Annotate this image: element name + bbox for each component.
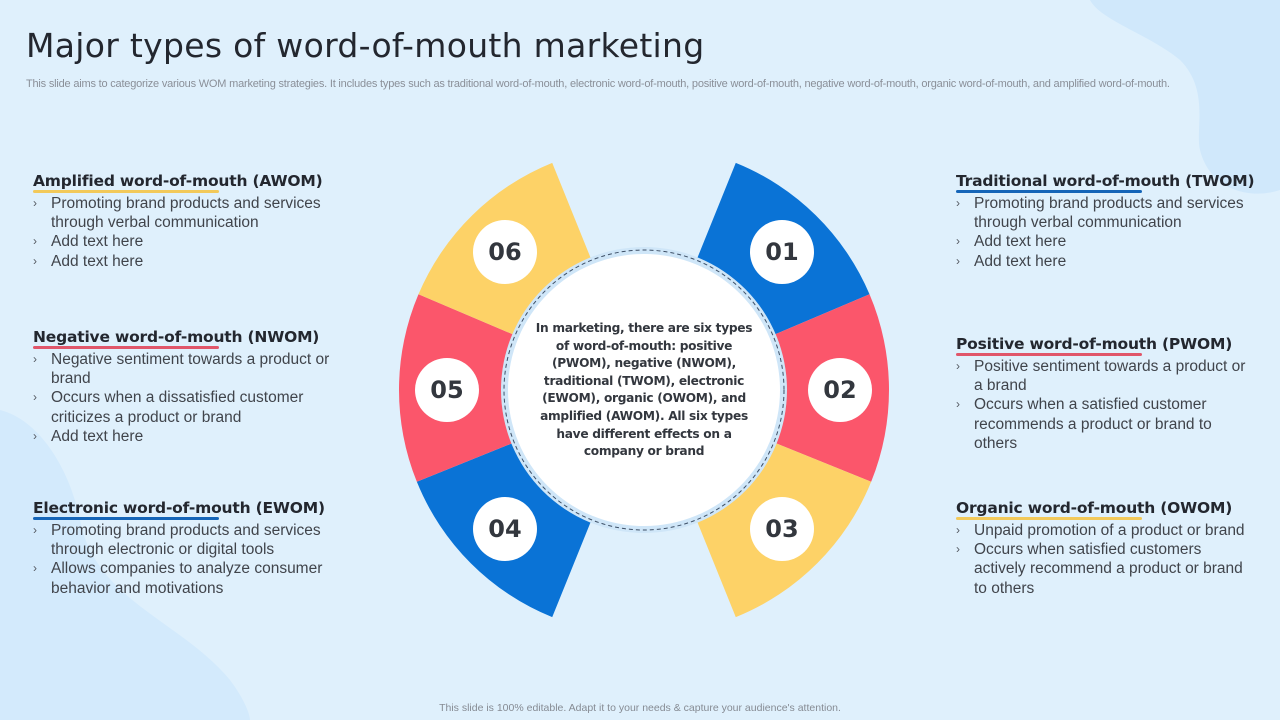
chevron-right-icon: › (33, 390, 37, 405)
bullet-list: › Promoting brand products and services t… (33, 521, 333, 598)
heading-underline (33, 346, 219, 349)
chevron-right-icon: › (956, 253, 960, 268)
bullet-item: › Add text here (956, 232, 1256, 251)
chevron-right-icon: › (956, 234, 960, 249)
bullet-text: Positive sentiment towards a product or … (974, 358, 1246, 395)
block-heading: Organic word-of-mouth (OWOM) (956, 499, 1233, 517)
segment-number-06: 06 (473, 220, 537, 284)
block-heading: Positive word-of-mouth (PWOM) (956, 335, 1233, 353)
heading-underline (956, 517, 1142, 520)
bullet-list: › Promoting brand products and services t… (956, 194, 1256, 271)
block-nwom: Negative word-of-mouth (NWOM) › Negative … (33, 327, 333, 446)
footer-note: This slide is 100% editable. Adapt it to… (439, 702, 841, 714)
bullet-text: Occurs when satisfied customers actively… (974, 541, 1243, 597)
bullet-item: › Add text here (33, 427, 333, 446)
block-ewom: Electronic word-of-mouth (EWOM) › Promoti… (33, 498, 333, 598)
chevron-right-icon: › (956, 397, 960, 412)
bullet-text: Add text here (51, 252, 144, 270)
bullet-text: Add text here (51, 427, 144, 445)
segment-number-02: 02 (808, 358, 872, 422)
bullet-text: Negative sentiment towards a product or … (51, 351, 330, 388)
block-awom: Amplified word-of-mouth (AWOM) › Promotin… (33, 171, 333, 271)
chevron-right-icon: › (956, 523, 960, 537)
bullet-list: › Negative sentiment towards a product or… (33, 350, 333, 446)
chevron-right-icon: › (33, 253, 37, 268)
bullet-item: › Promoting brand products and services t… (956, 194, 1256, 232)
bullet-item: › Positive sentiment towards a product or… (956, 357, 1256, 395)
bullet-text: Add text here (974, 252, 1067, 270)
chevron-right-icon: › (33, 561, 37, 576)
segment-number-05: 05 (415, 358, 479, 422)
center-circle-dashed-ring (503, 249, 785, 531)
chevron-right-icon: › (33, 352, 37, 366)
chevron-right-icon: › (956, 359, 960, 373)
bullet-list: › Unpaid promotion of a product or brand ›… (956, 521, 1256, 598)
chevron-right-icon: › (956, 542, 960, 557)
bullet-text: Occurs when a dissatisfied customer crit… (51, 389, 304, 426)
segment-number-01: 01 (750, 220, 814, 284)
block-owom: Organic word-of-mouth (OWOM) › Unpaid pro… (956, 498, 1256, 598)
bullet-item: › Promoting brand products and services t… (33, 521, 333, 559)
heading-underline (33, 517, 219, 520)
heading-underline (33, 190, 219, 193)
bullet-item: › Allows companies to analyze consumer be… (33, 559, 333, 597)
bullet-text: Add text here (51, 233, 144, 251)
bullet-item: › Add text here (33, 232, 333, 251)
page-subtitle: This slide aims to categorize various WO… (26, 78, 1170, 90)
bullet-item: › Occurs when a dissatisfied customer cri… (33, 388, 333, 426)
bullet-item: › Add text here (33, 252, 333, 271)
center-description: In marketing, there are six types of wor… (535, 321, 753, 459)
bullet-list: › Promoting brand products and services t… (33, 194, 333, 271)
bullet-item: › Add text here (956, 252, 1256, 271)
bullet-text: Promoting brand products and services th… (51, 522, 321, 559)
bullet-item: › Occurs when a satisfied customer recomm… (956, 395, 1256, 453)
chevron-right-icon: › (33, 523, 37, 537)
heading-underline (956, 353, 1142, 356)
block-twom: Traditional word-of-mouth (TWOM) › Promot… (956, 171, 1256, 271)
bullet-item: › Negative sentiment towards a product or… (33, 350, 333, 388)
segment-number-03: 03 (750, 497, 814, 561)
block-heading: Electronic word-of-mouth (EWOM) (33, 499, 325, 517)
bullet-text: Add text here (974, 233, 1067, 251)
segment-number-04: 04 (473, 497, 537, 561)
chevron-right-icon: › (33, 428, 37, 443)
block-heading: Amplified word-of-mouth (AWOM) (33, 172, 323, 190)
bullet-item: › Promoting brand products and services t… (33, 194, 333, 232)
heading-underline (956, 190, 1142, 193)
bullet-text: Allows companies to analyze consumer beh… (51, 560, 323, 597)
bullet-text: Promoting brand products and services th… (974, 195, 1244, 232)
block-pwom: Positive word-of-mouth (PWOM) › Positive … (956, 334, 1256, 453)
bullet-text: Promoting brand products and services th… (51, 195, 321, 232)
bullet-text: Unpaid promotion of a product or brand (974, 522, 1245, 539)
bullet-item: › Unpaid promotion of a product or brand (956, 521, 1256, 540)
chevron-right-icon: › (956, 196, 960, 210)
bullet-item: › Occurs when satisfied customers activel… (956, 540, 1256, 598)
block-heading: Negative word-of-mouth (NWOM) (33, 328, 320, 346)
page-title: Major types of word-of-mouth marketing (26, 26, 705, 65)
center-circle (508, 254, 780, 526)
bullet-text: Occurs when a satisfied customer recomme… (974, 396, 1212, 452)
chevron-right-icon: › (33, 196, 37, 210)
chevron-right-icon: › (33, 234, 37, 249)
block-heading: Traditional word-of-mouth (TWOM) (956, 172, 1255, 190)
bullet-list: › Positive sentiment towards a product or… (956, 357, 1256, 453)
